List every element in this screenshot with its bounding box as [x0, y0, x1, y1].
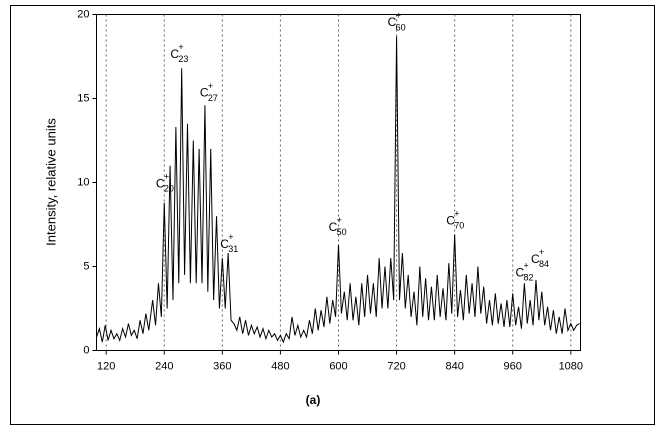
annotation-sub: 70: [454, 221, 464, 231]
annotation-text: C: [531, 252, 540, 266]
annotation-sub: 23: [178, 54, 188, 64]
annotation-text: C: [170, 47, 179, 61]
annotation-text: C: [220, 237, 229, 251]
y-axis-label: Intensity, relative units: [43, 118, 58, 246]
annotation-sub: 82: [523, 273, 533, 283]
x-tick-label: 600: [329, 360, 347, 372]
x-tick-label: 1080: [559, 360, 583, 372]
annotation-sup: +: [523, 261, 528, 271]
annotation-sub: 60: [396, 22, 406, 32]
annotation-sup: +: [228, 232, 233, 242]
annotation-sup: +: [208, 81, 213, 91]
annotation-sup: +: [178, 42, 183, 52]
x-tick-label: 360: [213, 360, 231, 372]
annotation-sub: 31: [228, 244, 238, 254]
annotation-sup: +: [164, 172, 169, 182]
annotation-sub: 20: [164, 184, 174, 194]
frame: [10, 5, 655, 425]
annotation-sup: +: [337, 215, 342, 225]
annotation-sup: +: [396, 10, 401, 20]
y-tick-label: 15: [77, 92, 89, 104]
annotation-sup: +: [454, 209, 459, 219]
annotation-text: C: [446, 213, 455, 227]
annotation-text: C: [388, 15, 397, 29]
spectrum-line: [96, 36, 580, 344]
annotation-sub: 84: [539, 259, 549, 269]
annotation-text: C: [200, 86, 209, 100]
x-tick-label: 480: [271, 360, 289, 372]
annotation-text: C: [156, 176, 165, 190]
annotation-sup: +: [539, 247, 544, 257]
annotation-sub: 27: [208, 93, 218, 103]
x-tick-label: 840: [445, 360, 463, 372]
y-tick-label: 10: [77, 176, 89, 188]
annotation-sub: 50: [337, 227, 347, 237]
x-tick-label: 720: [387, 360, 405, 372]
y-tick-label: 0: [83, 344, 89, 356]
annotation-text: C: [515, 265, 524, 279]
annotation-text: C: [329, 220, 338, 234]
y-tick-label: 20: [77, 8, 89, 20]
caption: (a): [306, 393, 321, 407]
x-tick-label: 960: [504, 360, 522, 372]
x-tick-label: 240: [155, 360, 173, 372]
y-tick-label: 5: [83, 260, 89, 272]
x-tick-label: 120: [97, 360, 115, 372]
